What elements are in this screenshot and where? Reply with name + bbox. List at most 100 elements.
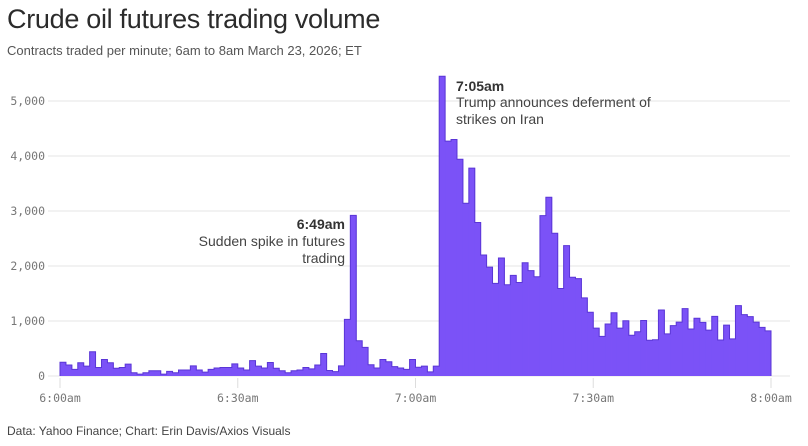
x-tick-label: 6:00am [39, 391, 81, 405]
volume-bar [498, 258, 505, 376]
volume-bar [486, 267, 493, 376]
annotation-text: Sudden spike in futures [199, 233, 345, 249]
chart-subtitle: Contracts traded per minute; 6am to 8am … [7, 43, 362, 58]
volume-bar [439, 76, 446, 376]
y-tick-label: 5,000 [10, 94, 45, 108]
volume-bar [462, 203, 470, 376]
volume-bar [178, 369, 185, 376]
volume-bar [599, 336, 606, 376]
volume-bar [456, 159, 464, 376]
annotation-649: 6:49am Sudden spike in futures trading [199, 216, 345, 266]
volume-bar [753, 322, 760, 376]
annotation-705: 7:05am Trump announces deferment of stri… [456, 78, 651, 127]
volume-bar [362, 347, 369, 376]
volume-bar [433, 366, 440, 376]
volume-bar [528, 270, 535, 376]
volume-bar [131, 372, 138, 376]
volume-bar [243, 369, 250, 376]
volume-bar [219, 367, 227, 376]
source-note: Data: Yahoo Finance; Chart: Erin Davis/A… [7, 424, 291, 438]
volume-bar [729, 338, 736, 376]
volume-bar [569, 277, 576, 376]
volume-bar [451, 139, 458, 376]
volume-bar [166, 371, 173, 376]
volume-bar [308, 368, 316, 376]
volume-bar [581, 297, 588, 376]
volume-bar [676, 322, 683, 376]
volume-bar [279, 370, 286, 376]
volume-bar [326, 370, 333, 376]
volume-bar [634, 331, 642, 376]
volume-bar [688, 328, 695, 376]
volume-bar [237, 368, 245, 376]
volume-bar [101, 359, 108, 376]
volume-bar [291, 370, 298, 376]
y-tick-label: 1,000 [10, 314, 45, 328]
annotation-text: strikes on Iran [456, 111, 544, 127]
volume-bar [202, 372, 209, 376]
volume-bar [107, 362, 114, 376]
volume-bar [89, 351, 96, 376]
x-axis: 6:00am 6:30am 7:00am 7:30am 8:00am [39, 378, 792, 405]
volume-bar [551, 233, 559, 376]
volume-bar [415, 367, 422, 376]
volume-bar [391, 366, 399, 376]
volume-bar [664, 333, 671, 376]
volume-outline [59, 75, 772, 376]
volume-bar [421, 366, 428, 376]
volume-bar [492, 283, 499, 376]
volume-bar [652, 339, 659, 376]
volume-bar [717, 339, 724, 376]
volume-bar [557, 288, 565, 376]
y-tick-label: 4,000 [10, 149, 45, 163]
volume-bar [368, 364, 375, 376]
volume-bar [427, 371, 434, 376]
volume-bar [693, 318, 701, 376]
volume-bar [285, 372, 292, 376]
volume-bar [622, 320, 630, 376]
volume-bar [125, 364, 132, 376]
volume-bar [184, 369, 191, 376]
volume-bar [142, 372, 150, 376]
volume-bar [516, 282, 523, 376]
volume-bar [735, 305, 742, 376]
volume-bar [611, 312, 618, 376]
annotation-text: trading [302, 250, 345, 266]
volume-bar [302, 367, 310, 376]
volume-bar [119, 367, 126, 376]
volume-bar [356, 340, 363, 376]
volume-bar [504, 284, 511, 376]
volume-bar [480, 255, 487, 376]
volume-bar [249, 360, 256, 376]
volume-bar [379, 359, 387, 376]
volume-bar [705, 330, 713, 376]
volume-bar [154, 370, 162, 376]
volume-bar [208, 369, 215, 376]
volume-bar [699, 322, 707, 376]
volume-bar [741, 314, 748, 376]
annotation-time: 6:49am [297, 216, 345, 232]
volume-bar [344, 319, 351, 376]
volume-bar [320, 353, 328, 376]
volume-bar [545, 197, 553, 376]
annotation-text: Trump announces deferment of [456, 94, 651, 110]
volume-bar [190, 365, 197, 376]
volume-bar [646, 340, 653, 376]
volume-bar [332, 371, 339, 376]
volume-bar [60, 362, 67, 376]
volume-bar [575, 278, 582, 376]
volume-bar [593, 328, 600, 376]
volume-bar [474, 222, 482, 376]
volume-bar [445, 141, 452, 376]
volume-bar [765, 330, 772, 376]
volume-bar [539, 215, 547, 376]
x-tick-label: 7:30am [572, 391, 614, 405]
volume-bar [711, 316, 719, 376]
volume-bar [747, 316, 754, 376]
volume-bar [160, 374, 168, 376]
volume-bar [350, 215, 357, 376]
volume-bar [65, 365, 73, 376]
volume-bar [71, 369, 79, 376]
volume-bar [148, 370, 156, 376]
y-tick-label: 0 [38, 369, 45, 383]
